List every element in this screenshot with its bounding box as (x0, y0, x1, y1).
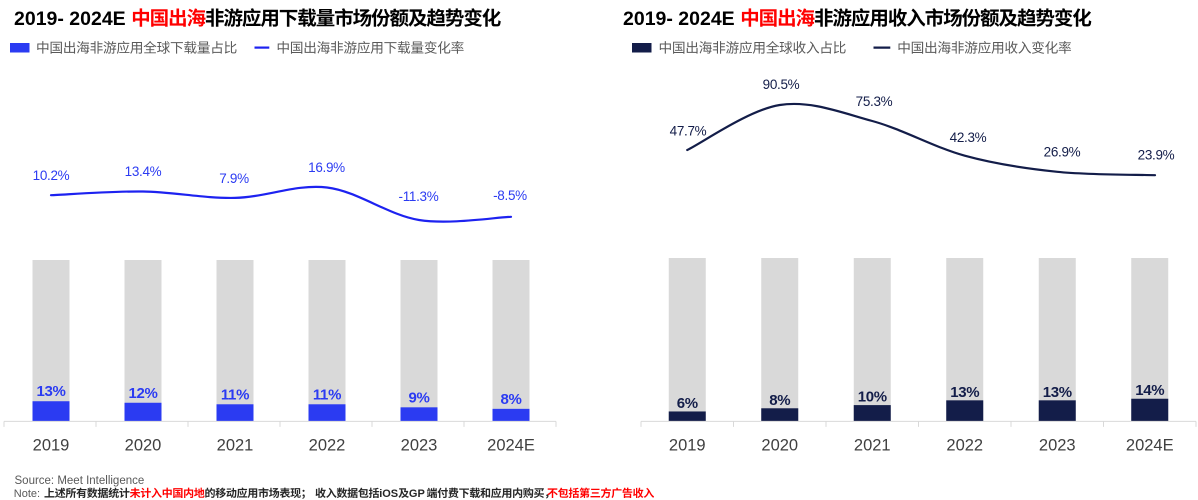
svg-text:2023: 2023 (401, 437, 438, 455)
svg-text:42.3%: 42.3% (950, 130, 987, 145)
svg-text:2022: 2022 (309, 437, 346, 455)
svg-text:9%: 9% (408, 389, 429, 406)
svg-text:2022: 2022 (946, 437, 983, 455)
svg-text:2024E: 2024E (487, 437, 535, 455)
svg-text:11%: 11% (221, 386, 249, 403)
svg-text:11%: 11% (313, 386, 341, 403)
svg-text:2021: 2021 (217, 437, 254, 455)
svg-text:23.9%: 23.9% (1138, 148, 1175, 163)
svg-text:13%: 13% (1043, 384, 1072, 401)
svg-text:2019- 2024E: 2019- 2024E (623, 8, 735, 30)
svg-text:12%: 12% (128, 385, 157, 402)
svg-text:2021: 2021 (854, 437, 891, 455)
svg-text:-11.3%: -11.3% (399, 189, 439, 204)
svg-text:2019: 2019 (669, 437, 706, 455)
svg-text:47.7%: 47.7% (670, 124, 707, 139)
svg-text:6%: 6% (677, 395, 698, 412)
svg-text:26.9%: 26.9% (1044, 145, 1081, 160)
svg-text:iOS: iOS (379, 488, 398, 500)
svg-text:10.2%: 10.2% (33, 168, 70, 183)
svg-text:2020: 2020 (761, 437, 798, 455)
svg-text:Note:: Note: (14, 488, 40, 500)
svg-text:14%: 14% (1135, 382, 1164, 399)
svg-text:7.9%: 7.9% (219, 171, 249, 186)
svg-text:-8.5%: -8.5% (493, 188, 527, 203)
svg-text:2023: 2023 (1039, 437, 1076, 455)
svg-text:13%: 13% (950, 384, 979, 401)
svg-text:13.4%: 13.4% (125, 164, 162, 179)
svg-text:75.3%: 75.3% (856, 94, 893, 109)
svg-text:8%: 8% (769, 392, 790, 409)
svg-text:8%: 8% (500, 391, 521, 408)
svg-text:2019- 2024E: 2019- 2024E (14, 8, 126, 30)
svg-text:13%: 13% (36, 383, 65, 400)
svg-text:2020: 2020 (125, 437, 162, 455)
svg-text:2024E: 2024E (1126, 437, 1174, 455)
svg-text:90.5%: 90.5% (763, 77, 800, 92)
svg-text:10%: 10% (858, 389, 887, 406)
svg-text:GP: GP (409, 488, 425, 500)
svg-text:Source: Meet Intelligence: Source: Meet Intelligence (15, 475, 145, 487)
svg-text:16.9%: 16.9% (308, 160, 345, 175)
svg-text:2019: 2019 (33, 437, 70, 455)
